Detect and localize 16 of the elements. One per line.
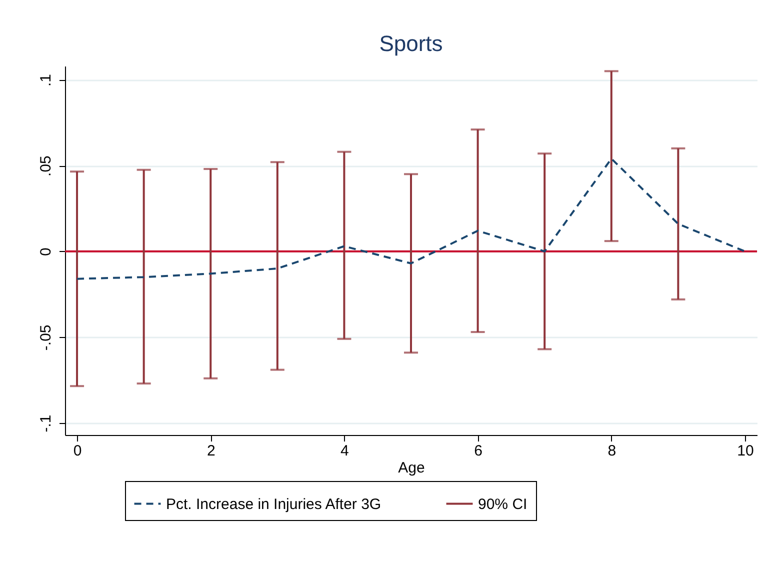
y-tick-label: .05 [38,156,54,176]
x-tick-label: 0 [73,442,82,460]
y-tick-label: .1 [38,74,54,86]
y-tick-label: -.1 [38,414,54,432]
x-tick-label: 8 [608,442,616,460]
line-series [76,158,746,280]
x-tick-label: 10 [737,442,754,460]
y-tick-label: 0 [38,248,54,256]
x-tick-label: 6 [474,442,482,460]
y-tick-label: -.05 [38,324,54,351]
x-tick-label: 4 [340,442,349,460]
x-axis-title: Age [398,460,425,476]
text: 90% CI [478,496,528,513]
chart-title: Sports [379,31,443,56]
legend-label: Pct. Increase in Injuries After 3G [166,496,382,513]
x-tick-label: 2 [206,442,216,460]
